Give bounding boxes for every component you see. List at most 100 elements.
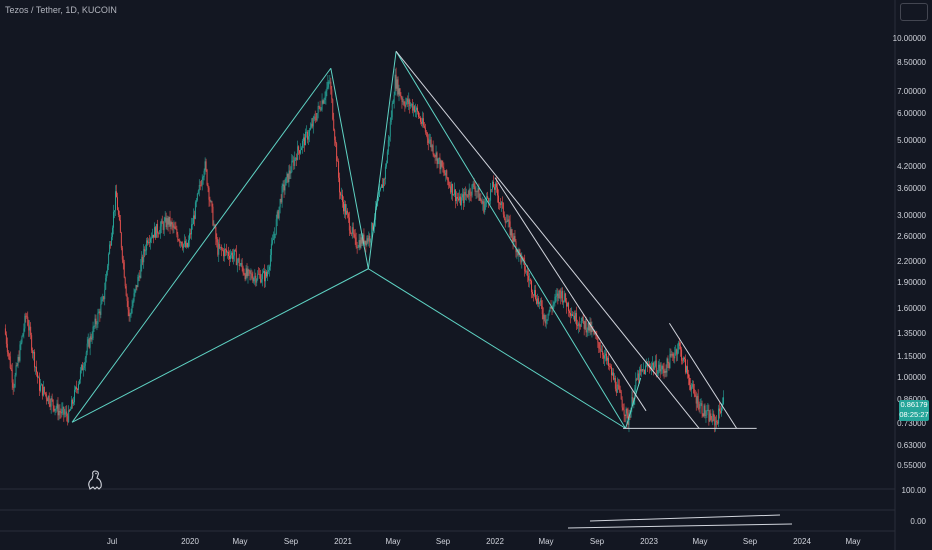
candle-body bbox=[484, 204, 486, 213]
candle-body bbox=[558, 290, 560, 299]
candle-body bbox=[363, 234, 365, 245]
candle-body bbox=[500, 202, 502, 205]
candle-body bbox=[301, 147, 303, 151]
candle-body bbox=[602, 350, 604, 355]
candle-body bbox=[371, 223, 373, 239]
candle-body bbox=[193, 215, 195, 219]
candle-body bbox=[673, 356, 675, 359]
candle-body bbox=[300, 150, 302, 154]
candle-body bbox=[163, 220, 165, 231]
harmonic-pattern-line bbox=[367, 51, 397, 269]
price-tick: 2.60000 bbox=[897, 232, 926, 242]
candle-body bbox=[447, 178, 449, 181]
candle-body bbox=[316, 113, 318, 121]
candle-body bbox=[337, 161, 339, 162]
candle-body bbox=[637, 373, 639, 380]
candle-body bbox=[516, 249, 518, 253]
candle-body bbox=[710, 413, 712, 420]
candle-body bbox=[333, 119, 335, 131]
candle-body bbox=[352, 227, 354, 234]
candle-body bbox=[97, 312, 99, 324]
candle-body bbox=[219, 244, 221, 248]
candle-body bbox=[139, 275, 141, 278]
candle-body bbox=[589, 322, 591, 331]
candle-body bbox=[332, 99, 334, 120]
candle-body bbox=[674, 353, 676, 359]
candle-body bbox=[682, 360, 684, 362]
candle-body bbox=[531, 280, 532, 293]
candle-body bbox=[140, 264, 142, 278]
candle-body bbox=[238, 258, 240, 267]
candle-body bbox=[588, 322, 590, 331]
candle-body bbox=[256, 279, 258, 283]
candle-body bbox=[155, 223, 157, 238]
candle-body bbox=[421, 118, 423, 124]
candle-body bbox=[217, 242, 219, 255]
candle-body bbox=[344, 204, 345, 212]
candle-body bbox=[277, 211, 279, 218]
candle-body bbox=[101, 299, 103, 304]
candle-body bbox=[424, 127, 426, 132]
candle-body bbox=[469, 189, 471, 196]
candle-body bbox=[663, 369, 665, 373]
candle-body bbox=[699, 404, 701, 409]
candle-body bbox=[127, 300, 129, 310]
candle-body bbox=[388, 136, 390, 141]
candle-body bbox=[503, 214, 505, 219]
candle-body bbox=[308, 129, 310, 137]
candle-body bbox=[685, 359, 686, 373]
candle-body bbox=[505, 221, 507, 223]
candle-body bbox=[293, 160, 295, 166]
candle-body bbox=[146, 240, 148, 251]
candle-body bbox=[596, 335, 598, 337]
candle-body bbox=[712, 413, 714, 422]
candle-body bbox=[590, 322, 592, 333]
candle-body bbox=[512, 237, 514, 242]
candle-body bbox=[493, 181, 494, 188]
candle-body bbox=[231, 252, 233, 260]
candle-body bbox=[295, 157, 297, 159]
candle-body bbox=[117, 209, 119, 215]
candle-body bbox=[723, 397, 724, 404]
candle-body bbox=[688, 377, 690, 385]
candle-body bbox=[458, 198, 459, 201]
candle-body bbox=[11, 369, 13, 383]
candle-body bbox=[425, 131, 427, 133]
price-tick: 3.60000 bbox=[897, 184, 926, 194]
candle-body bbox=[608, 357, 609, 366]
candle-body bbox=[404, 104, 406, 107]
candle-body bbox=[513, 236, 515, 242]
settings-box-icon[interactable] bbox=[900, 3, 928, 21]
candle-body bbox=[224, 249, 226, 257]
price-tick: 4.20000 bbox=[897, 161, 926, 171]
harmonic-pattern-line bbox=[330, 68, 369, 269]
symbol-title[interactable]: Tezos / Tether, 1D, KUCOIN bbox=[5, 5, 117, 15]
candle-body bbox=[279, 198, 281, 207]
candle-body bbox=[59, 411, 61, 413]
candle-body bbox=[709, 413, 711, 422]
candle-body bbox=[28, 325, 30, 331]
candle-body bbox=[399, 88, 401, 96]
candle-body bbox=[572, 314, 573, 317]
candle-body bbox=[511, 229, 513, 238]
candle-body bbox=[284, 185, 286, 191]
candle-body bbox=[209, 199, 211, 202]
candle-body bbox=[480, 197, 482, 201]
candle-body bbox=[192, 215, 194, 225]
candle-body bbox=[575, 312, 577, 325]
candle-body bbox=[254, 275, 256, 278]
candle-body bbox=[524, 260, 526, 272]
candle-body bbox=[427, 138, 429, 143]
trend-line bbox=[669, 323, 738, 429]
candle-body bbox=[643, 369, 645, 371]
candle-body bbox=[18, 357, 20, 361]
candle-body bbox=[161, 220, 163, 224]
candle-body bbox=[642, 369, 644, 371]
candle-body bbox=[573, 315, 575, 321]
candle-body bbox=[669, 354, 671, 369]
candle-body bbox=[653, 366, 655, 370]
candle-body bbox=[185, 241, 187, 247]
candle-body bbox=[359, 240, 361, 248]
